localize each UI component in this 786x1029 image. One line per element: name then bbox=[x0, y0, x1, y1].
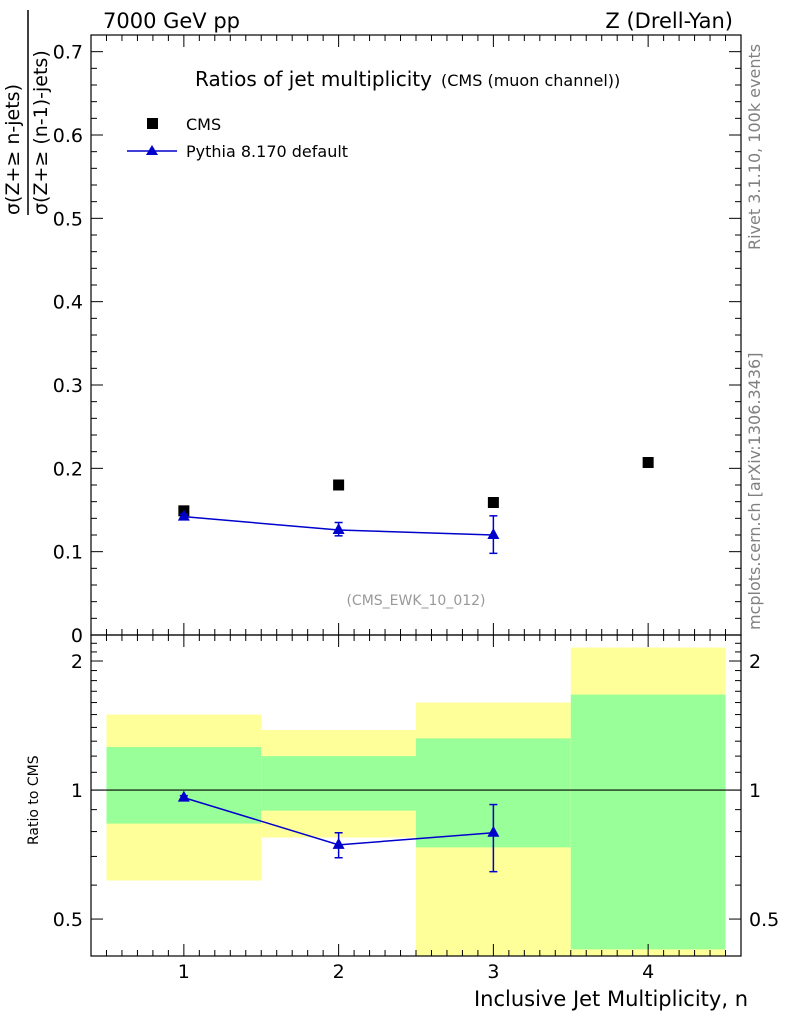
cms-data-point bbox=[487, 497, 499, 508]
ratio-xtick-label: 1 bbox=[178, 961, 190, 983]
legend-cms-marker bbox=[147, 118, 158, 129]
ylabel-numerator: σ(Z+≥ n-jets) bbox=[2, 84, 24, 215]
main-ytick-label: 0.4 bbox=[53, 292, 83, 314]
cms-data-point bbox=[333, 479, 345, 491]
ratio-axes: 0.5 0.5 1 1 2 2 1 2 3 4 bbox=[53, 634, 779, 983]
main-chart-title: Ratios of jet multiplicity bbox=[195, 67, 432, 91]
ratio-pythia-data-point bbox=[177, 790, 190, 802]
ratio-band-green bbox=[106, 747, 262, 824]
ratio-data-marks bbox=[177, 790, 500, 873]
rivet-version-label: Rivet 3.1.10, 100k events bbox=[745, 44, 764, 250]
ratio-ytick-label-right: 1 bbox=[749, 780, 761, 802]
ratio-ytick-label-left: 2 bbox=[71, 651, 83, 673]
main-ylabel: σ(Z+≥ n-jets) σ(Z+≥ (n-1)-jets) bbox=[2, 10, 52, 215]
pythia-data-point bbox=[487, 528, 500, 539]
ratio-pythia-data-point bbox=[487, 825, 500, 837]
main-panel: 0 0.1 0.2 0.3 0.4 0.5 0.6 0.7 Ratios of jet mul… bbox=[2, 10, 742, 647]
ratio-band-green bbox=[570, 694, 726, 950]
pythia-data-point bbox=[332, 523, 345, 534]
main-ytick-label: 0.1 bbox=[53, 542, 83, 564]
pythia-data-point bbox=[177, 509, 190, 521]
ratio-ytick-label-left: 0.5 bbox=[53, 909, 83, 931]
ratio-xtick-label: 4 bbox=[642, 961, 654, 983]
main-chart-subtitle: (CMS (muon channel)) bbox=[441, 71, 620, 90]
ratio-bands bbox=[106, 647, 726, 956]
ratio-panel: 0.5 0.5 1 1 2 2 1 2 3 4 Ratio to CMS Inclusive Je… bbox=[26, 634, 779, 1011]
main-ytick-label: 0.2 bbox=[53, 458, 83, 480]
ratio-pythia-data-point bbox=[332, 837, 345, 849]
ratio-xtick-label: 3 bbox=[487, 961, 499, 983]
main-ytick-label: 0 bbox=[71, 625, 83, 647]
main-ytick-label: 0.7 bbox=[53, 42, 83, 64]
main-ytick-label: 0.5 bbox=[53, 208, 83, 230]
ratio-ytick-label-right: 2 bbox=[749, 651, 761, 673]
ratio-ylabel: Ratio to CMS bbox=[26, 755, 42, 845]
legend-pythia-marker bbox=[146, 145, 158, 155]
mcplots-source-label: mcplots.cern.ch [arXiv:1306.3436] bbox=[745, 353, 764, 630]
ratio-xtick-label: 2 bbox=[333, 961, 345, 983]
main-ytick-label: 0.6 bbox=[53, 125, 83, 147]
header-energy-label: 7000 GeV pp bbox=[103, 9, 240, 33]
cms-data-point bbox=[642, 457, 654, 468]
ratio-xlabel: Inclusive Jet Multiplicity, n bbox=[474, 987, 748, 1011]
ratio-band-green bbox=[261, 756, 416, 811]
main-data-marks bbox=[177, 457, 654, 555]
ylabel-denominator: σ(Z+≥ (n-1)-jets) bbox=[30, 50, 52, 215]
header-process-label: Z (Drell-Yan) bbox=[605, 9, 733, 33]
ratio-ytick-label-right: 0.5 bbox=[749, 909, 779, 931]
main-ytick-label: 0.3 bbox=[53, 375, 83, 397]
legend-pythia-label: Pythia 8.170 default bbox=[186, 142, 348, 161]
legend: CMS Pythia 8.170 default bbox=[127, 115, 348, 161]
legend-cms-label: CMS bbox=[186, 115, 221, 134]
analysis-label: (CMS_EWK_10_012) bbox=[346, 593, 485, 609]
ratio-ytick-label-left: 1 bbox=[71, 780, 83, 802]
